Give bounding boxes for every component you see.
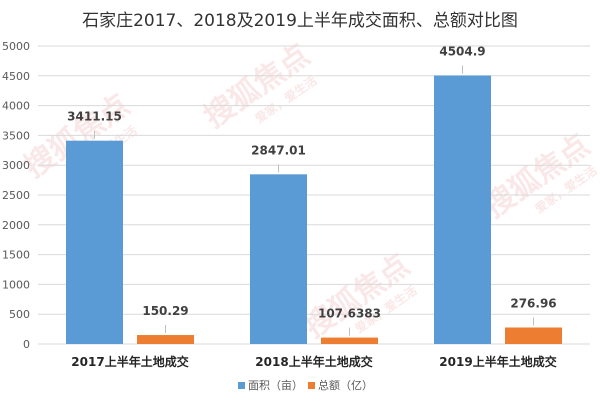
x-tick-label: 2017上半年土地成交 [71,354,188,369]
y-tick-label: 4000 [2,100,30,113]
y-tick-label: 3000 [2,159,30,172]
legend-label: 总额（亿） [318,378,373,392]
x-tick-label: 2018上半年土地成交 [255,354,372,369]
y-tick-label: 5000 [2,40,30,53]
x-tick-label: 2019上半年土地成交 [439,354,556,369]
bar-area [250,174,307,344]
legend-label: 面积（亩） [248,378,303,392]
y-tick-label: 1500 [2,249,30,262]
data-label: 4504.9 [439,45,485,59]
data-label: 2847.01 [251,143,306,157]
data-label: 107.6383 [318,307,381,321]
y-tick-label: 2000 [2,219,30,232]
y-tick-label: 4500 [2,70,30,83]
y-tick-label: 2500 [2,189,30,202]
y-tick-label: 1000 [2,278,30,291]
chart-title: 石家庄2017、2018及2019上半年成交面积、总额对比图 [82,11,518,31]
data-label: 150.29 [142,304,188,318]
legend-swatch [308,382,315,389]
y-tick-label: 500 [9,308,30,321]
data-label: 3411.15 [67,110,122,124]
bar-amount [137,335,194,344]
bar-area [434,75,491,344]
bar-amount [321,337,378,344]
legend-swatch [238,382,245,389]
bar-area [66,140,123,344]
data-label: 276.96 [510,296,556,310]
y-tick-label: 3500 [2,129,30,142]
y-tick-label: 0 [23,338,30,351]
bar-amount [505,327,562,344]
